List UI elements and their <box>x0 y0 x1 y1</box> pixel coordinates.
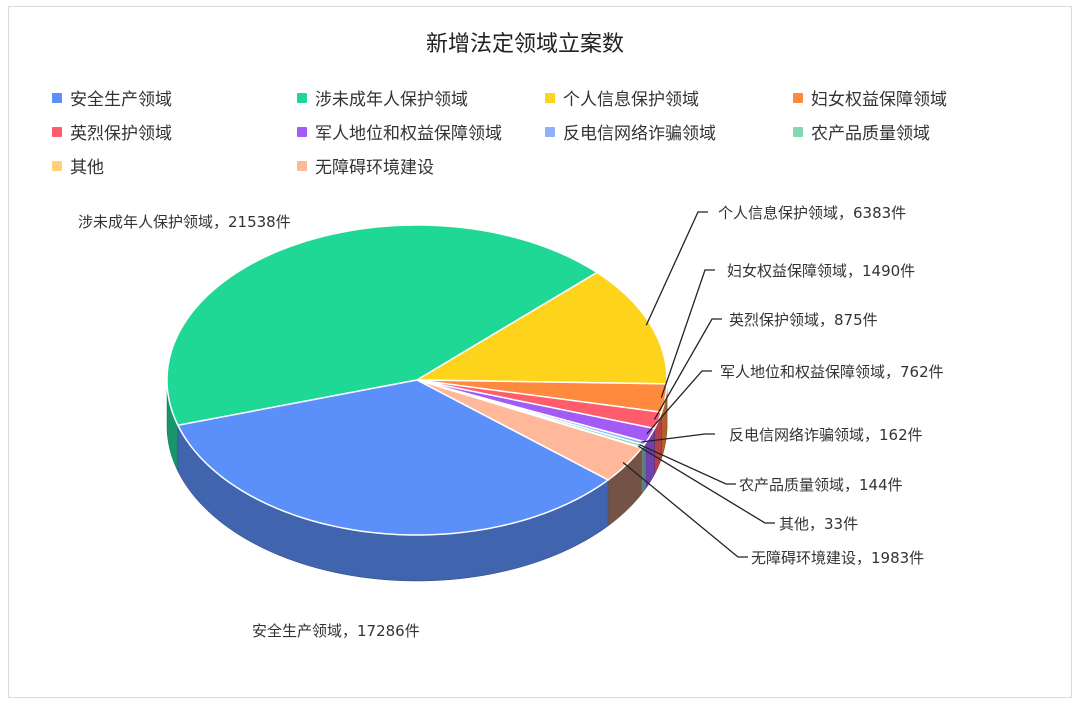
legend-label: 其他 <box>70 158 104 178</box>
legend-swatch <box>297 160 307 171</box>
legend-swatch <box>545 126 555 137</box>
legend-item[interactable]: 涉未成年人保护领域 <box>297 85 468 110</box>
data-label: 其他，33件 <box>779 515 858 533</box>
legend-label: 个人信息保护领域 <box>563 90 699 110</box>
leader-line <box>637 445 775 524</box>
legend-swatch <box>52 92 62 103</box>
pie-slice[interactable] <box>176 379 610 536</box>
leader-line <box>660 269 715 398</box>
legend-label: 无障碍环境建设 <box>315 158 434 178</box>
legend-label: 英烈保护领域 <box>70 124 172 144</box>
legend-swatch <box>52 126 62 137</box>
data-label: 反电信网络诈骗领域，162件 <box>729 426 923 444</box>
chart-frame <box>8 6 1072 698</box>
legend-label: 反电信网络诈骗领域 <box>563 124 716 144</box>
legend-item[interactable]: 安全生产领域 <box>52 85 172 110</box>
legend-label: 妇女权益保障领域 <box>811 90 947 110</box>
legend-item[interactable]: 其他 <box>52 153 104 178</box>
legend-item[interactable]: 农产品质量领域 <box>793 119 930 144</box>
legend-item[interactable]: 个人信息保护领域 <box>545 85 699 110</box>
leader-line <box>641 433 715 443</box>
legend-swatch <box>545 92 555 103</box>
data-label: 农产品质量领域，144件 <box>739 476 903 494</box>
pie-slice[interactable] <box>166 224 599 427</box>
data-label: 涉未成年人保护领域，21538件 <box>78 213 291 231</box>
legend-label: 农产品质量领域 <box>811 124 930 144</box>
legend-swatch <box>297 126 307 137</box>
legend-swatch <box>52 160 62 171</box>
leader-line <box>653 318 722 420</box>
leader-line <box>639 443 736 485</box>
legend-swatch <box>793 126 803 137</box>
data-label: 无障碍环境建设，1983件 <box>751 549 924 567</box>
data-label: 军人地位和权益保障领域，762件 <box>720 363 944 381</box>
legend-item[interactable]: 妇女权益保障领域 <box>793 85 947 110</box>
data-label: 安全生产领域，17286件 <box>252 622 420 640</box>
data-label: 英烈保护领域，875件 <box>729 311 878 329</box>
legend-swatch <box>793 92 803 103</box>
legend-label: 军人地位和权益保障领域 <box>315 124 502 144</box>
legend-item[interactable]: 无障碍环境建设 <box>297 153 434 178</box>
pie-slice[interactable] <box>414 271 668 385</box>
leader-line <box>645 211 708 326</box>
leader-line <box>622 461 748 558</box>
legend-swatch <box>297 92 307 103</box>
chart-title: 新增法定领域立案数 <box>425 32 624 57</box>
legend-label: 安全生产领域 <box>70 90 172 110</box>
legend-item[interactable]: 军人地位和权益保障领域 <box>297 119 502 144</box>
leader-line <box>646 370 712 435</box>
data-label: 妇女权益保障领域，1490件 <box>727 262 915 280</box>
legend-item[interactable]: 英烈保护领域 <box>52 119 172 144</box>
legend-item[interactable]: 反电信网络诈骗领域 <box>545 119 716 144</box>
pie-slice-side <box>641 444 645 495</box>
data-label: 个人信息保护领域，6383件 <box>718 204 906 222</box>
legend-label: 涉未成年人保护领域 <box>315 90 468 110</box>
